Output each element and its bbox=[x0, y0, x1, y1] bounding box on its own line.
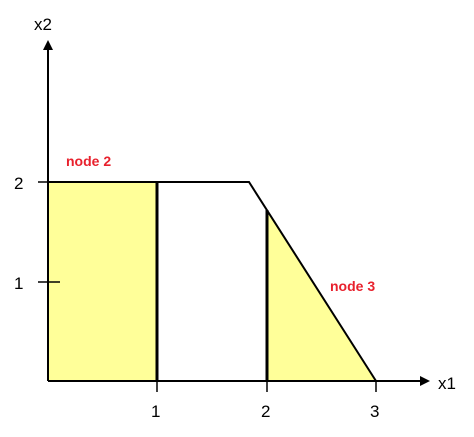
x-tick-label-1: 1 bbox=[151, 402, 160, 421]
y-axis-label: x2 bbox=[34, 15, 52, 34]
y-tick-label-1: 1 bbox=[14, 274, 23, 293]
node-3-label: node 3 bbox=[330, 278, 375, 294]
node-2-region bbox=[48, 182, 157, 381]
y-tick-label-2: 2 bbox=[14, 174, 23, 193]
x-tick-label-3: 3 bbox=[370, 402, 379, 421]
x-axis-label: x1 bbox=[438, 374, 456, 393]
feasible-region-outline bbox=[48, 181, 377, 382]
node-2-label: node 2 bbox=[66, 153, 111, 169]
x-tick-label-2: 2 bbox=[261, 402, 270, 421]
